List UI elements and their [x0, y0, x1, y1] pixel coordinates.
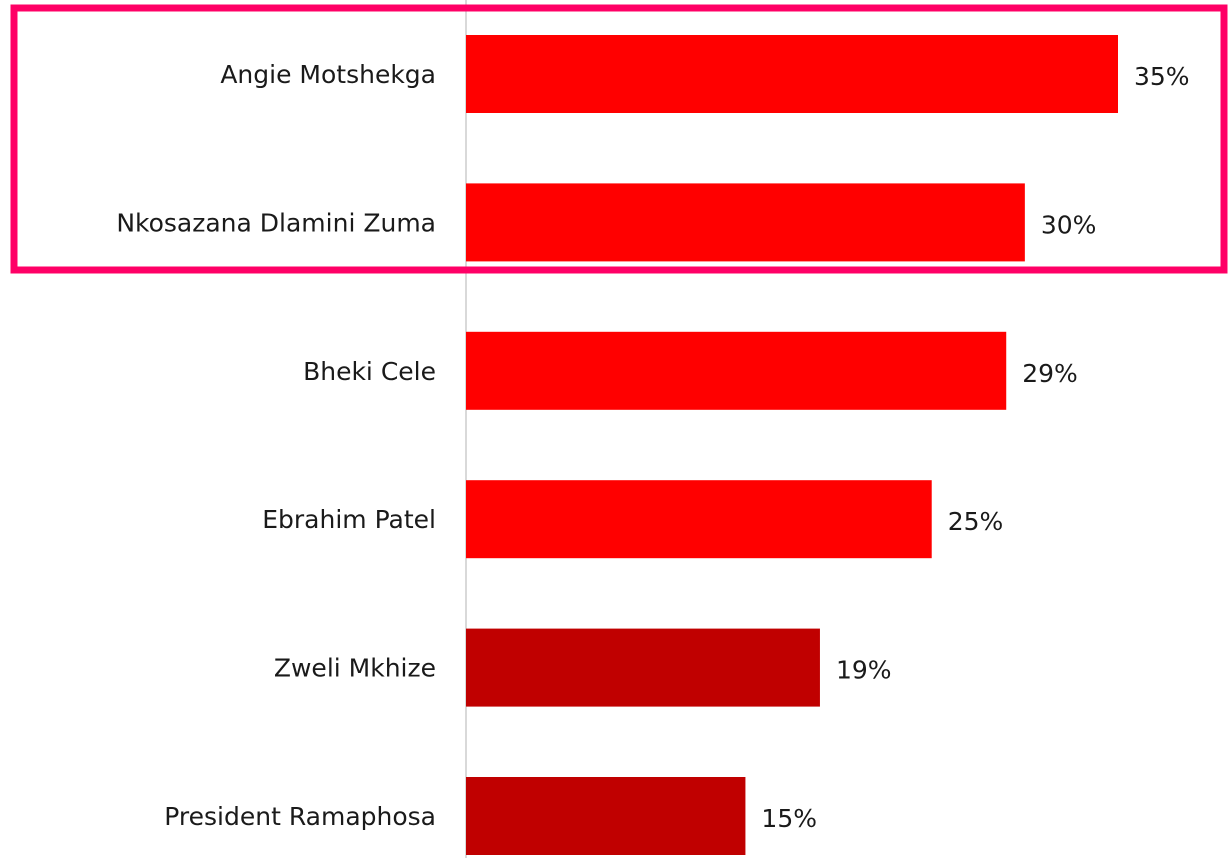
data-label: 19%: [836, 656, 892, 685]
category-label: President Ramaphosa: [164, 802, 436, 831]
bar: [466, 183, 1025, 262]
category-label: Ebrahim Patel: [262, 505, 436, 534]
data-label: 25%: [948, 507, 1004, 536]
category-label: Angie Motshekga: [220, 60, 436, 89]
bar: [466, 480, 932, 559]
data-label: 35%: [1134, 62, 1190, 91]
highlight-box: [10, 4, 1228, 274]
bar: [466, 35, 1118, 113]
bar: [466, 331, 1007, 410]
data-label: 30%: [1041, 210, 1097, 239]
data-label: 15%: [761, 804, 817, 833]
bar: [466, 777, 746, 855]
data-label: 29%: [1022, 359, 1078, 388]
category-label: Zweli Mkhize: [274, 654, 436, 683]
category-label: Bheki Cele: [303, 357, 436, 386]
bar: [466, 628, 820, 707]
category-label: Nkosazana Dlamini Zuma: [116, 208, 436, 237]
